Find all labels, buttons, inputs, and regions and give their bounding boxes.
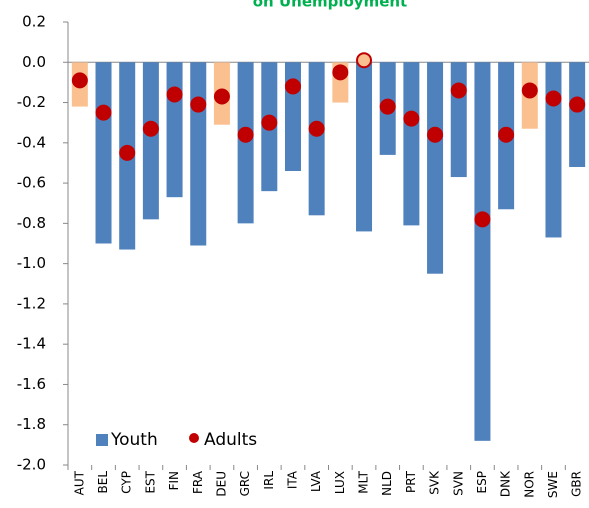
y-tick-label: -0.4 <box>17 133 46 151</box>
x-tick-label: CYP <box>120 471 134 494</box>
y-tick-label: -0.2 <box>17 93 46 111</box>
bar <box>427 62 444 274</box>
point <box>166 86 183 103</box>
y-tick-label: -1.0 <box>17 254 46 272</box>
x-tick-label: LUX <box>333 471 347 494</box>
x-tick-label: GRC <box>238 471 252 496</box>
bar <box>95 62 112 244</box>
point <box>237 126 254 143</box>
chart-title: on Unemployment <box>253 0 407 11</box>
bar <box>403 62 420 226</box>
point <box>284 78 301 95</box>
y-tick-label: 0.2 <box>22 13 46 31</box>
x-tick-label: GBR <box>570 471 584 497</box>
point <box>95 104 112 121</box>
bar <box>356 62 373 232</box>
point <box>450 82 467 99</box>
bar <box>142 62 159 220</box>
bar <box>166 62 183 198</box>
x-tick-label: MLT <box>357 470 371 493</box>
x-tick-label: DEU <box>214 471 228 497</box>
y-tick-label: -1.4 <box>17 335 46 353</box>
legend-swatch <box>189 433 199 443</box>
point <box>474 211 491 228</box>
x-tick-label: AUT <box>72 470 86 495</box>
point <box>403 110 420 127</box>
x-tick-label: SVN <box>451 471 465 496</box>
point <box>213 88 230 105</box>
legend-label: Adults <box>204 430 257 450</box>
legend-swatch <box>96 434 108 446</box>
point <box>569 96 586 113</box>
x-tick-label: ITA <box>285 470 299 489</box>
bar <box>545 62 562 238</box>
x-tick-label: NOR <box>522 471 536 498</box>
bar <box>450 62 467 178</box>
x-tick-label: EST <box>143 470 157 493</box>
point <box>71 72 88 89</box>
bar <box>237 62 254 224</box>
point <box>190 96 207 113</box>
point <box>308 120 325 137</box>
x-tick-label: ESP <box>475 471 489 493</box>
x-tick-label: NLD <box>380 471 394 496</box>
x-tick-label: FIN <box>167 471 181 490</box>
y-tick-label: -0.6 <box>17 174 46 192</box>
point <box>545 90 562 107</box>
point <box>356 52 373 69</box>
y-tick-label: -0.8 <box>17 214 46 232</box>
bar <box>474 62 491 441</box>
point <box>498 126 515 143</box>
y-tick-label: -1.6 <box>17 375 46 393</box>
legend-label: Youth <box>110 430 158 450</box>
x-tick-label: SWE <box>546 471 560 498</box>
bar <box>190 62 207 246</box>
bar <box>308 62 325 216</box>
x-tick-label: DNK <box>499 470 513 497</box>
x-tick-label: LVA <box>309 470 323 492</box>
y-tick-label: -1.2 <box>17 294 46 312</box>
point <box>521 82 538 99</box>
point <box>427 126 444 143</box>
point <box>119 144 136 161</box>
x-tick-label: BEL <box>96 471 110 494</box>
point <box>379 98 396 115</box>
y-tick-label: -2.0 <box>17 456 46 474</box>
y-tick-label: 0.0 <box>22 53 46 71</box>
point <box>142 120 159 137</box>
y-tick-label: -1.8 <box>17 415 46 433</box>
x-tick-label: SVK <box>428 470 442 495</box>
x-tick-label: FRA <box>191 470 205 494</box>
point <box>332 64 349 81</box>
point <box>261 114 278 131</box>
x-tick-label: PRT <box>404 470 418 493</box>
bar <box>569 62 586 167</box>
x-tick-label: IRL <box>262 471 276 490</box>
